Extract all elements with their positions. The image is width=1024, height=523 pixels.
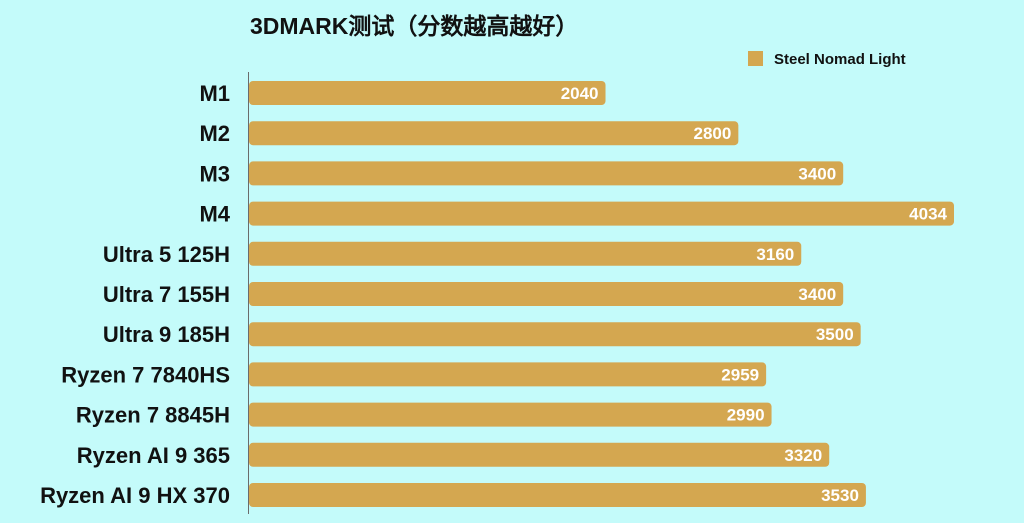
bar [249, 362, 767, 387]
bar [249, 241, 802, 266]
category-label: M2 [199, 121, 230, 146]
category-label: Ultra 7 155H [103, 282, 230, 307]
category-label: Ryzen AI 9 365 [77, 443, 230, 468]
data-label: 3400 [798, 164, 836, 183]
bar [249, 322, 861, 347]
data-label: 2800 [694, 124, 732, 143]
category-label: Ryzen AI 9 HX 370 [40, 483, 230, 508]
data-label: 2990 [727, 406, 765, 425]
bar [249, 161, 844, 186]
legend-label: Steel Nomad Light [774, 51, 906, 68]
category-label: Ryzen 7 7840HS [61, 362, 230, 387]
legend: Steel Nomad Light [748, 51, 906, 68]
category-label: M4 [199, 202, 230, 227]
category-label: M1 [199, 81, 230, 106]
bar [249, 483, 866, 507]
category-label: Ultra 9 185H [103, 322, 230, 347]
data-label: 3160 [756, 245, 794, 264]
bar-series: M1 2040 M2 2800 M3 3400 M4 4034 Ultra 5 125H 3160… [40, 81, 954, 508]
bar [249, 201, 954, 226]
category-label: Ultra 5 125H [103, 242, 230, 267]
category-label: M3 [199, 161, 230, 186]
data-label: 4034 [909, 205, 947, 224]
data-label: 2040 [561, 84, 599, 103]
data-label: 3530 [821, 486, 859, 505]
bar [249, 402, 772, 427]
data-label: 3500 [816, 325, 854, 344]
data-label: 3400 [798, 285, 836, 304]
bar [249, 121, 739, 146]
data-label: 3320 [784, 446, 822, 465]
category-label: Ryzen 7 8845H [76, 403, 230, 428]
chart-title: 3DMARK测试（分数越高越好） [250, 13, 578, 39]
data-label: 2959 [721, 365, 759, 384]
bar [249, 442, 830, 467]
legend-swatch [748, 51, 763, 66]
bar [249, 81, 606, 105]
bar [249, 282, 844, 306]
